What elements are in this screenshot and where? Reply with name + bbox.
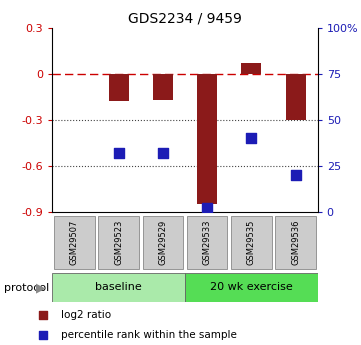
Bar [153, 74, 173, 100]
Point [160, 150, 166, 156]
Text: percentile rank within the sample: percentile rank within the sample [61, 330, 237, 339]
Bar [286, 74, 305, 120]
Point [40, 313, 46, 318]
Bar [242, 63, 261, 74]
FancyBboxPatch shape [187, 216, 227, 269]
FancyBboxPatch shape [185, 273, 318, 302]
FancyBboxPatch shape [231, 216, 272, 269]
Title: GDS2234 / 9459: GDS2234 / 9459 [128, 11, 242, 25]
Text: ▶: ▶ [36, 282, 46, 295]
Point [40, 332, 46, 337]
FancyBboxPatch shape [143, 216, 183, 269]
Text: GSM29535: GSM29535 [247, 220, 256, 265]
Text: protocol: protocol [4, 283, 49, 293]
Text: GSM29523: GSM29523 [114, 220, 123, 265]
Bar [109, 74, 129, 101]
FancyBboxPatch shape [275, 216, 316, 269]
Text: 20 wk exercise: 20 wk exercise [210, 282, 293, 292]
Bar [197, 74, 217, 205]
Point [248, 136, 254, 141]
Point [204, 206, 210, 211]
Text: GSM29529: GSM29529 [158, 220, 168, 265]
Text: baseline: baseline [95, 282, 142, 292]
Text: log2 ratio: log2 ratio [61, 310, 112, 320]
Point [293, 172, 299, 178]
FancyBboxPatch shape [98, 216, 139, 269]
Point [116, 150, 122, 156]
Text: GSM29536: GSM29536 [291, 220, 300, 265]
FancyBboxPatch shape [54, 216, 95, 269]
Text: GSM29533: GSM29533 [203, 220, 212, 265]
Text: GSM29507: GSM29507 [70, 220, 79, 265]
FancyBboxPatch shape [52, 273, 185, 302]
